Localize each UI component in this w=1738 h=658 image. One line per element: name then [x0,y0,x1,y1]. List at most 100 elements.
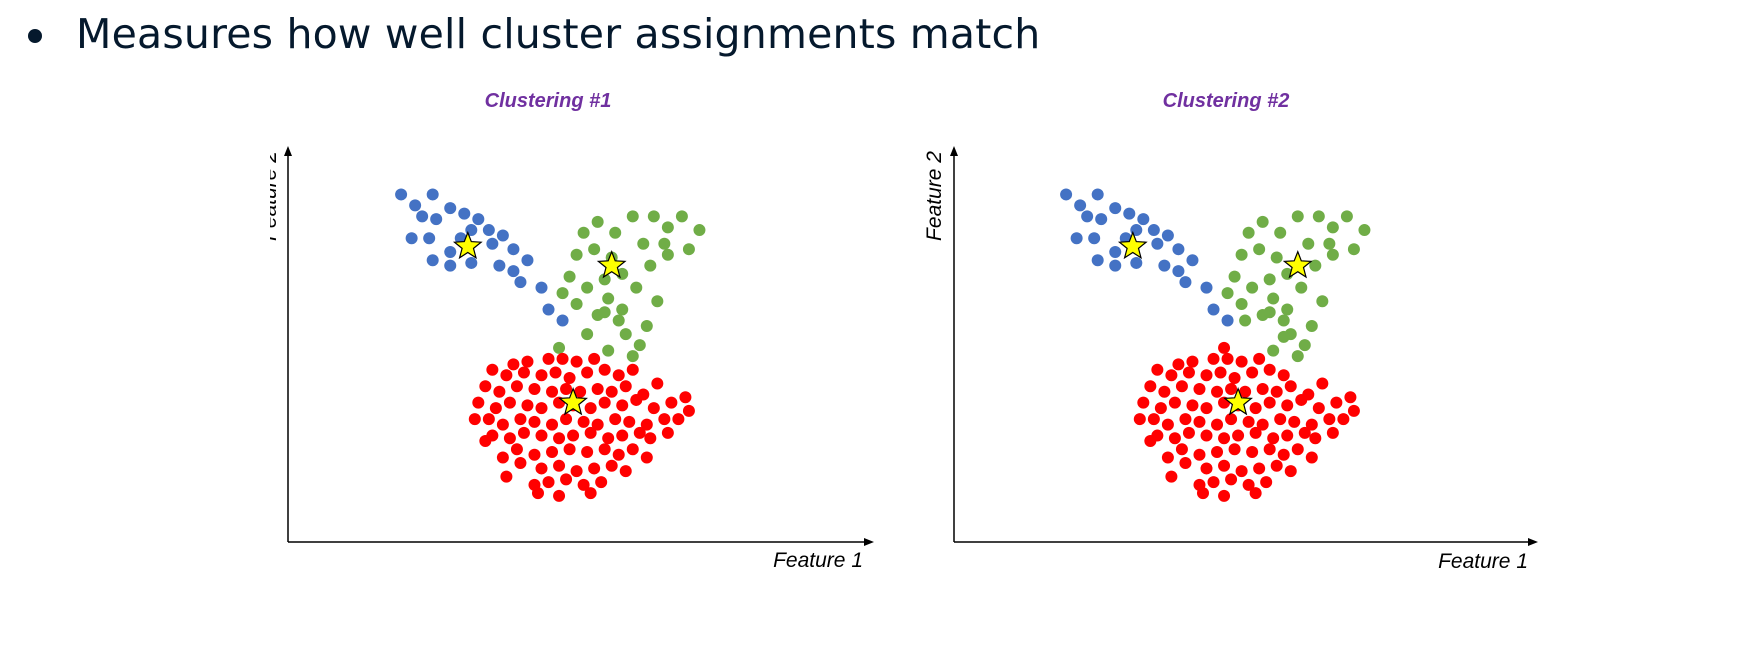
scatter-point [493,259,506,272]
scatter-point [1239,314,1252,327]
scatter-point [521,399,534,412]
scatter-point [1151,237,1164,250]
scatter-point [1270,251,1283,264]
scatter-point [1358,224,1371,237]
scatter-point [426,188,439,201]
scatter-point [591,418,604,431]
centroid-star [596,250,627,279]
scatter-point [507,358,520,371]
scatter-point [489,402,502,415]
scatter-point [591,215,604,228]
scatter-point [616,429,629,442]
scatter-point [546,446,559,458]
scatter-point [1312,210,1325,223]
scatter-point [1291,350,1304,363]
scatter-point [619,328,632,341]
scatter-point [1295,281,1308,294]
centroid-star [558,387,588,416]
scatter-point [679,391,692,404]
scatter-point [1207,352,1220,365]
scatter-point [1200,429,1213,442]
scatter-point [605,385,618,398]
scatter-point [510,380,523,393]
scatter-point [1312,402,1325,415]
scatter-point [563,270,576,283]
scatter-point [693,224,706,237]
scatter-point [1291,210,1304,223]
scatter-point [1256,418,1269,431]
scatter-point [1225,413,1238,426]
scatter-point [591,382,604,395]
scatter-point [556,352,569,365]
scatter-point [458,207,471,220]
bullet-item: Measures how well cluster assignments ma… [28,4,1040,64]
scatter-point [1232,429,1245,442]
scatter-chart-clustering-1: Clustering #1 Feature 1 Feature 2 [270,90,970,650]
scatter-point [496,451,509,464]
y-axis-label: Feature 2 [923,151,946,241]
scatter-point [1270,385,1283,398]
scatter-point [570,298,583,311]
scatter-point [1091,188,1104,201]
scatter-point [563,372,576,385]
scatter-point [542,476,555,489]
scatter-point [1340,210,1353,223]
scatter-chart-clustering-2: Clustering #2 Feature 1 Feature 2 [923,90,1710,650]
scatter-point [1326,221,1339,234]
scatter-point [546,385,559,398]
scatter-point [1288,415,1301,428]
scatter-point [1242,226,1255,239]
scatter-point [1235,248,1248,261]
scatter-point [1154,402,1167,415]
scatter-point [612,314,625,327]
scatter-point [640,451,653,464]
scatter-point [468,413,481,426]
scatter-point [1091,254,1104,267]
scatter-point [570,465,583,478]
scatter-point [598,273,611,286]
scatter-point [479,435,492,448]
scatter-point [651,295,664,308]
scatter-point [1263,443,1276,456]
scatter-point [430,213,443,226]
scatter-point [1200,402,1213,415]
scatter-point [535,429,548,442]
scatter-point [1242,478,1255,491]
scatter-point [609,226,622,239]
scatter-point [444,202,457,215]
scatter-point [1196,487,1209,500]
y-axis-label: Feature 2 [270,151,281,241]
scatter-point [1323,413,1336,426]
scatter-point [1147,224,1160,237]
scatter-point [1274,226,1287,239]
scatter-point [640,319,653,332]
scatter-point [1246,366,1259,379]
scatter-point [1225,382,1238,395]
scatter-point [1137,213,1150,226]
scatter-point [546,418,559,431]
centroid-star [1117,230,1148,260]
scatter-point [605,459,618,472]
scatter-point [1109,202,1122,215]
scatter-point [658,413,671,426]
scatter-point [647,210,660,223]
scatter-point [1218,341,1231,354]
scatter-point [1158,385,1171,398]
scatter-point [1193,415,1206,428]
scatter-point [1228,270,1241,283]
chart-svg: Clustering #2 Feature 1 Feature 2 [923,90,1538,573]
scatter-point [1207,476,1220,489]
scatter-point [1172,358,1185,371]
scatter-point [560,382,573,395]
scatter-point [1267,432,1280,445]
scatter-point [1172,265,1185,278]
scatter-point [612,369,625,382]
scatter-point [1249,402,1262,415]
scatter-point [465,256,478,269]
scatter-point [1211,418,1224,431]
scatter-point [517,366,530,379]
scatter-point [472,213,485,226]
scatter-point [1130,256,1143,269]
scatter-point [623,415,636,428]
scatter-point [1165,470,1178,483]
